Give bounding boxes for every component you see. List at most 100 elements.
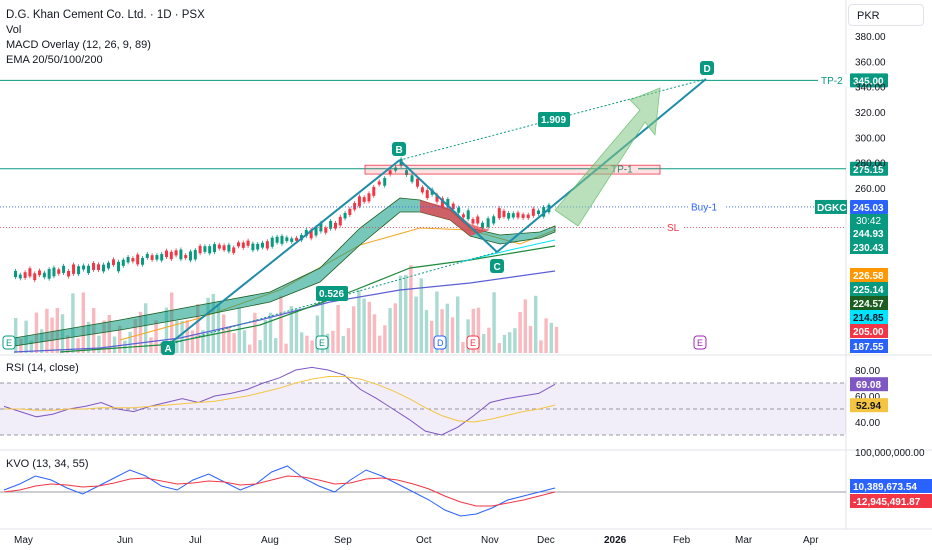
time-axis-label: Apr (803, 535, 819, 546)
time-axis-label: May (14, 535, 33, 546)
kvo-axis-tick: 100,000,000.00 (855, 448, 925, 459)
volume-bar (253, 312, 257, 353)
level-label-tp-2: TP-2 (818, 74, 848, 87)
kvo-value-badge: 10,389,673.54 (850, 479, 932, 493)
volume-bar (206, 297, 210, 353)
candle-body (516, 212, 520, 218)
volume-bar (310, 340, 314, 353)
volume-bar (45, 308, 49, 353)
candle-body (357, 196, 361, 207)
time-axis-label: Feb (673, 535, 691, 546)
price-axis-tick: 340.00 (855, 83, 886, 94)
candle-body (97, 264, 101, 271)
axis-value-badge: 214.85 (850, 310, 888, 324)
candle-body (451, 203, 455, 210)
time-axis-label: Mar (735, 535, 753, 546)
price-axis-tick: 300.00 (855, 133, 886, 144)
candle-body (131, 258, 135, 262)
volume-bar (211, 294, 215, 353)
candle-body (319, 222, 323, 232)
candle-body (497, 208, 501, 219)
axis-value-badge: 224.57 (850, 296, 888, 310)
currency-selector[interactable]: PKR (848, 4, 924, 26)
volume-bar (66, 335, 70, 353)
candle-body (367, 193, 371, 202)
candle-body (102, 264, 106, 272)
level-label-sl: SL (664, 221, 682, 234)
volume-bar (539, 340, 543, 353)
volume-bar (315, 315, 319, 353)
volume-bar (544, 318, 548, 353)
volume-bar (331, 330, 335, 353)
candle-body (189, 251, 192, 261)
candle-body (52, 267, 56, 277)
volume-bar (242, 330, 247, 353)
candle-body (208, 246, 212, 254)
projection-arrow (554, 87, 661, 227)
svg-text:C: C (494, 262, 501, 273)
kvo-signal-line (3, 475, 556, 507)
volume-bar (430, 320, 434, 353)
candle-body (290, 238, 294, 242)
rsi-ma-line (4, 376, 556, 423)
volume-bar (336, 305, 340, 353)
svg-text:244.93: 244.93 (853, 229, 884, 240)
volume-bar (34, 312, 39, 353)
candle-body (466, 210, 470, 220)
volume-bar (456, 296, 460, 353)
candle-body (537, 210, 540, 215)
axis-value-badge: 244.93 (850, 226, 888, 240)
volume-bar (289, 306, 293, 353)
svg-text:205.00: 205.00 (853, 327, 884, 338)
candle-body (486, 218, 490, 228)
svg-text:226.58: 226.58 (853, 271, 884, 282)
candle-body (107, 262, 111, 269)
kvo-signal-value-badge: -12,945,491.87 (850, 494, 932, 508)
ratio-label-1: 0.526 (316, 286, 348, 301)
volume-bar (362, 298, 366, 353)
svg-text:SL: SL (667, 223, 680, 234)
volume-bar (450, 317, 455, 353)
current-price-badge: DGKC 30:42 (815, 199, 888, 227)
volume-bar (372, 314, 377, 353)
volume-bar (294, 308, 299, 353)
volume-bar (19, 338, 23, 353)
volume-bar (216, 303, 221, 353)
volume-bar (492, 292, 496, 353)
tp1-zone-box (364, 164, 661, 175)
candle-body (198, 245, 202, 254)
legend-ema[interactable]: EMA 20/50/100/200 (6, 54, 103, 66)
price-axis-tick: 380.00 (855, 32, 886, 43)
svg-text:1.909: 1.909 (541, 115, 566, 126)
volume-bars (14, 265, 559, 353)
candle-body (280, 235, 284, 244)
volume-bar (398, 275, 403, 353)
rsi-ma-value-badge: 52.94 (850, 398, 888, 413)
candle-body (502, 210, 506, 217)
volume-bar (164, 307, 169, 353)
legend-volume[interactable]: Vol (6, 24, 22, 36)
candle-body (150, 255, 154, 260)
svg-text:214.85: 214.85 (853, 313, 884, 324)
symbol-title[interactable]: D.G. Khan Cement Co. Ltd. · 1D · PSX (6, 9, 205, 21)
volume-bar (237, 307, 241, 353)
candle-body (193, 249, 197, 260)
volume-bar (107, 314, 111, 353)
candle-body (92, 263, 96, 270)
price-axis-tick: 280.00 (855, 159, 886, 170)
svg-text:Buy-1: Buy-1 (691, 202, 718, 213)
time-axis-label: Nov (481, 535, 499, 546)
candle-body (117, 261, 120, 272)
rsi-pane-label[interactable]: RSI (14, close) (6, 362, 79, 374)
volume-bar (274, 338, 278, 353)
volume-bar (102, 320, 106, 353)
kvo-pane-label[interactable]: KVO (13, 34, 55) (6, 458, 89, 470)
price-axis-tick: 260.00 (855, 184, 886, 195)
legend-macd[interactable]: MACD Overlay (12, 26, 9, 89) (6, 39, 151, 51)
candle-body (87, 265, 91, 274)
candle-body (425, 190, 429, 199)
candle-body (457, 207, 461, 213)
volume-bar (97, 335, 101, 353)
volume-bar (196, 304, 200, 353)
